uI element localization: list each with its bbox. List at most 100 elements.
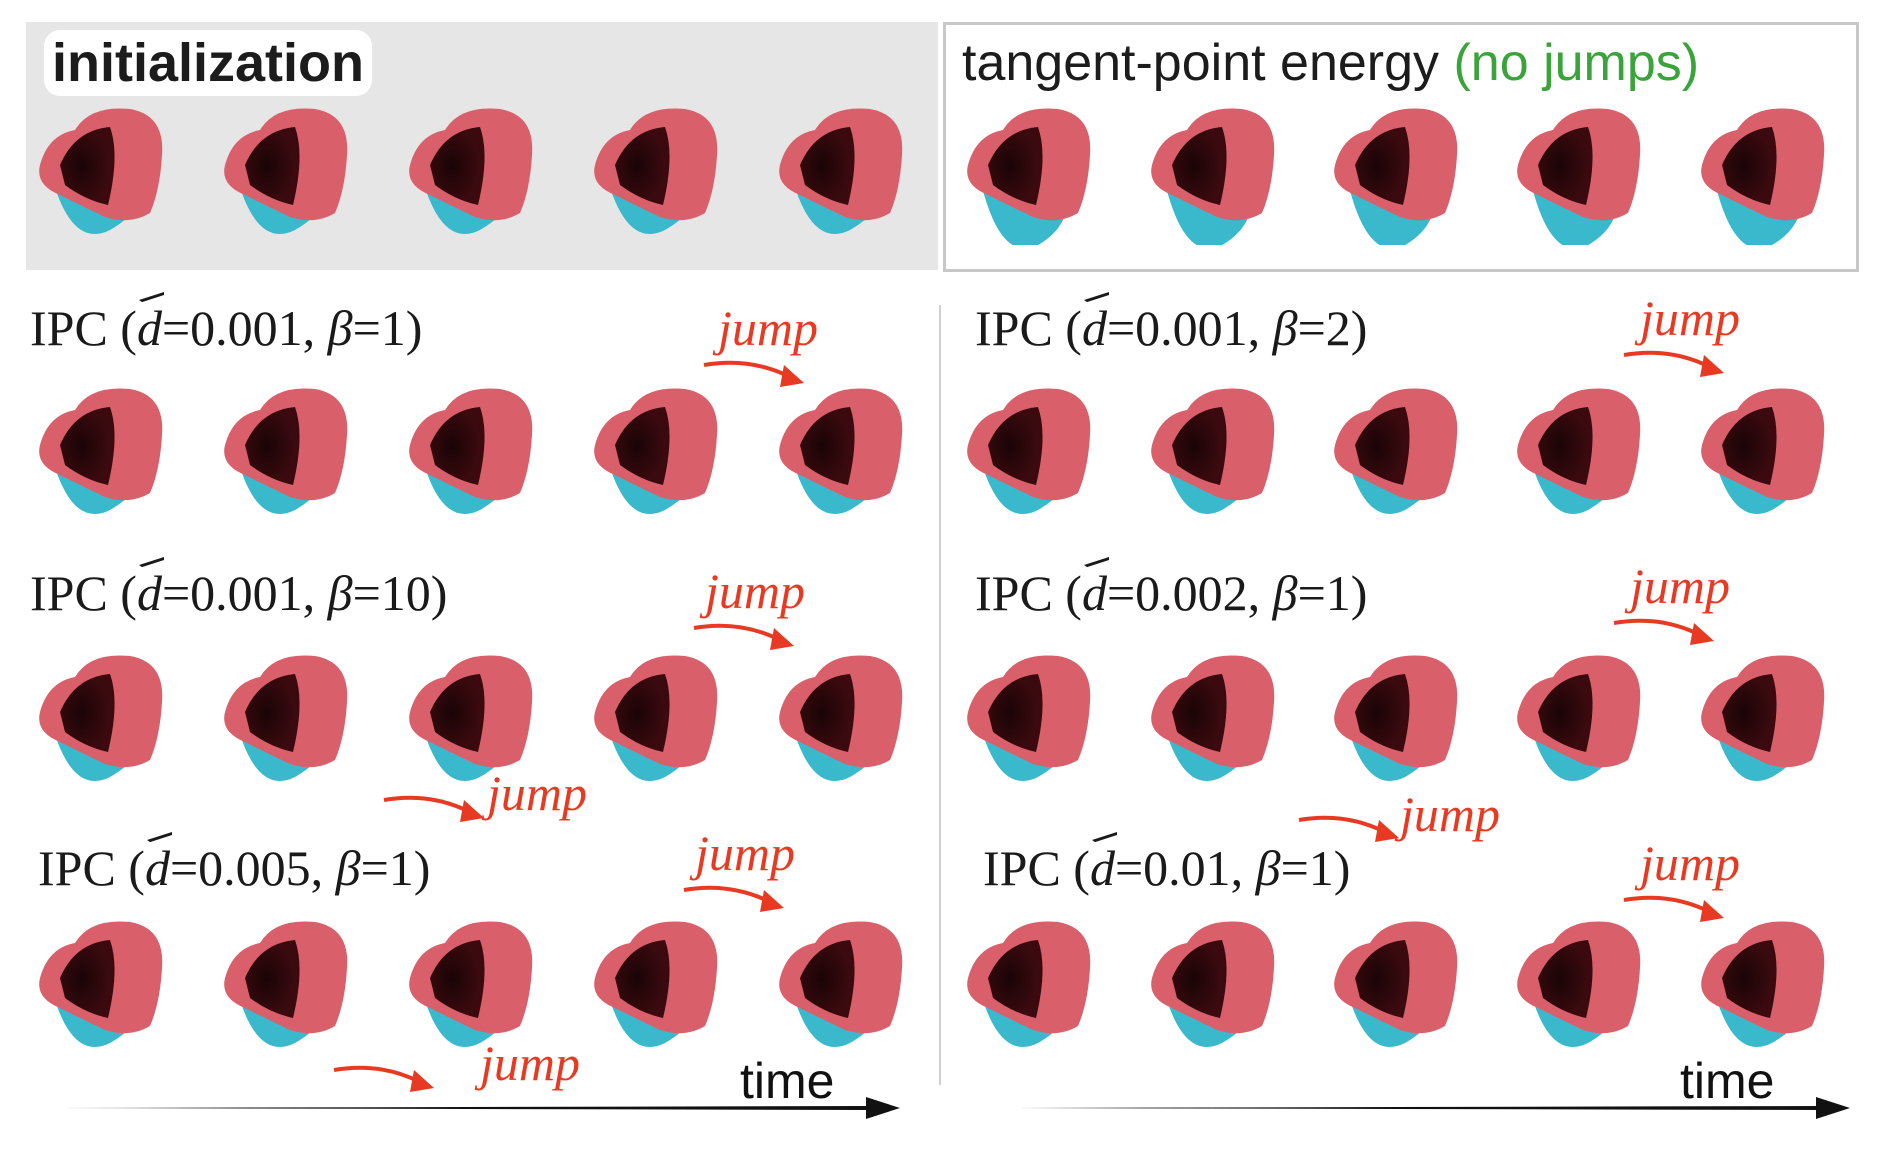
time-arrow-icon [1000,1097,1850,1119]
ipc-parameter-label: IPC (d=0.002, β=1) [975,565,1367,621]
mesh-shape [1325,375,1475,525]
no-jumps-note: (no jumps) [1453,34,1700,92]
label-part-prefix: IPC ( [30,565,137,621]
label-part-rest: =0.002, [1106,565,1273,621]
label-part-beta: β [335,840,361,896]
mesh-shape [30,642,180,792]
mesh-shape [1692,908,1842,1058]
mesh-shape [958,375,1108,525]
jump-arrow-icon [683,885,784,912]
mesh-shape [770,95,920,245]
mesh-shape [1325,642,1475,792]
jump-label: jump [695,825,795,881]
mesh-shape [585,95,735,245]
ipc-parameter-label: IPC (d=0.001, β=2) [975,300,1367,356]
jump-arrow-icon [693,623,794,650]
mesh-shape [1508,375,1658,525]
mesh-shape [400,642,550,792]
time-arrow-icon [60,1097,900,1119]
mesh-shape [400,375,550,525]
tangent-point-title: tangent-point energy (no jumps) [962,31,1699,95]
label-part-d: d [1081,300,1107,356]
label-part-prefix: IPC ( [975,565,1082,621]
label-part-d: d [1081,565,1107,621]
jump-label: jump [1630,558,1730,614]
time-label: time [740,1053,835,1109]
jump-label: jump [705,563,805,619]
jump-arrow-icon [1623,895,1724,922]
jump-arrow-icon [1623,350,1724,377]
mesh-shape [1325,908,1475,1058]
mesh-shape [1142,908,1292,1058]
mesh-shape [958,908,1108,1058]
label-part-d: d [144,840,170,896]
mesh-shape [585,908,735,1058]
label-part-beta: β [1272,565,1298,621]
mesh-shape [30,908,180,1058]
label-part-tail: =1) [1280,840,1351,896]
mesh-shape [215,95,365,245]
jump-label: jump [718,300,818,356]
label-part-prefix: IPC ( [975,300,1082,356]
label-part-beta: β [327,300,353,356]
mesh-shape [585,375,735,525]
jump-arrow-icon [383,795,484,822]
label-part-rest: =0.01, [1114,840,1256,896]
label-part-beta: β [1272,300,1298,356]
mesh-shape [1142,375,1292,525]
mesh-shape [770,375,920,525]
label-part-beta: β [327,565,353,621]
jump-label: jump [480,1035,580,1091]
mesh-shape [215,908,365,1058]
initialization-title: initialization [44,30,373,96]
column-divider [939,305,941,1085]
mesh-shape [215,375,365,525]
label-part-tail: =10) [352,565,448,621]
label-part-tail: =1) [360,840,431,896]
mesh-shape [770,642,920,792]
mesh-shape [400,95,550,245]
label-part-tail: =1) [352,300,423,356]
mesh-shape [1692,375,1842,525]
time-label: time [1680,1053,1775,1109]
mesh-shape [770,908,920,1058]
tangent-point-panel: tangent-point energy (no jumps) [943,22,1859,272]
mesh-shape [1508,642,1658,792]
ipc-parameter-label: IPC (d=0.001, β=10) [30,565,447,621]
mesh-shape [1142,95,1292,249]
jump-arrow-icon [1298,815,1399,842]
mesh-shape [1692,95,1842,249]
mesh-shape [30,375,180,525]
mesh-shape [1142,642,1292,792]
label-part-d: d [136,300,162,356]
mesh-shape [1508,908,1658,1058]
tangent-point-title-text: tangent-point energy [962,34,1440,92]
jump-label: jump [1400,786,1500,842]
mesh-shape [1508,95,1658,249]
mesh-shape [1325,95,1475,249]
ipc-parameter-label: IPC (d=0.005, β=1) [38,840,430,896]
label-part-prefix: IPC ( [38,840,145,896]
mesh-shape [585,642,735,792]
label-part-beta: β [1255,840,1281,896]
label-part-tail: =1) [1297,565,1368,621]
label-part-tail: =2) [1297,300,1368,356]
ipc-parameter-label: IPC (d=0.001, β=1) [30,300,422,356]
ipc-parameter-label: IPC (d=0.01, β=1) [983,840,1350,896]
mesh-shape [400,908,550,1058]
label-part-rest: =0.005, [169,840,336,896]
mesh-shape [958,95,1108,249]
label-part-rest: =0.001, [1106,300,1273,356]
jump-arrow-icon [333,1065,434,1092]
label-part-prefix: IPC ( [30,300,137,356]
jump-label: jump [1640,835,1740,891]
label-part-prefix: IPC ( [983,840,1090,896]
mesh-shape [958,642,1108,792]
label-part-d: d [136,565,162,621]
mesh-shape [1692,642,1842,792]
mesh-shape [30,95,180,245]
jump-arrow-icon [1613,618,1714,645]
label-part-d: d [1089,840,1115,896]
jump-label: jump [487,765,587,821]
jump-arrow-icon [703,360,804,387]
